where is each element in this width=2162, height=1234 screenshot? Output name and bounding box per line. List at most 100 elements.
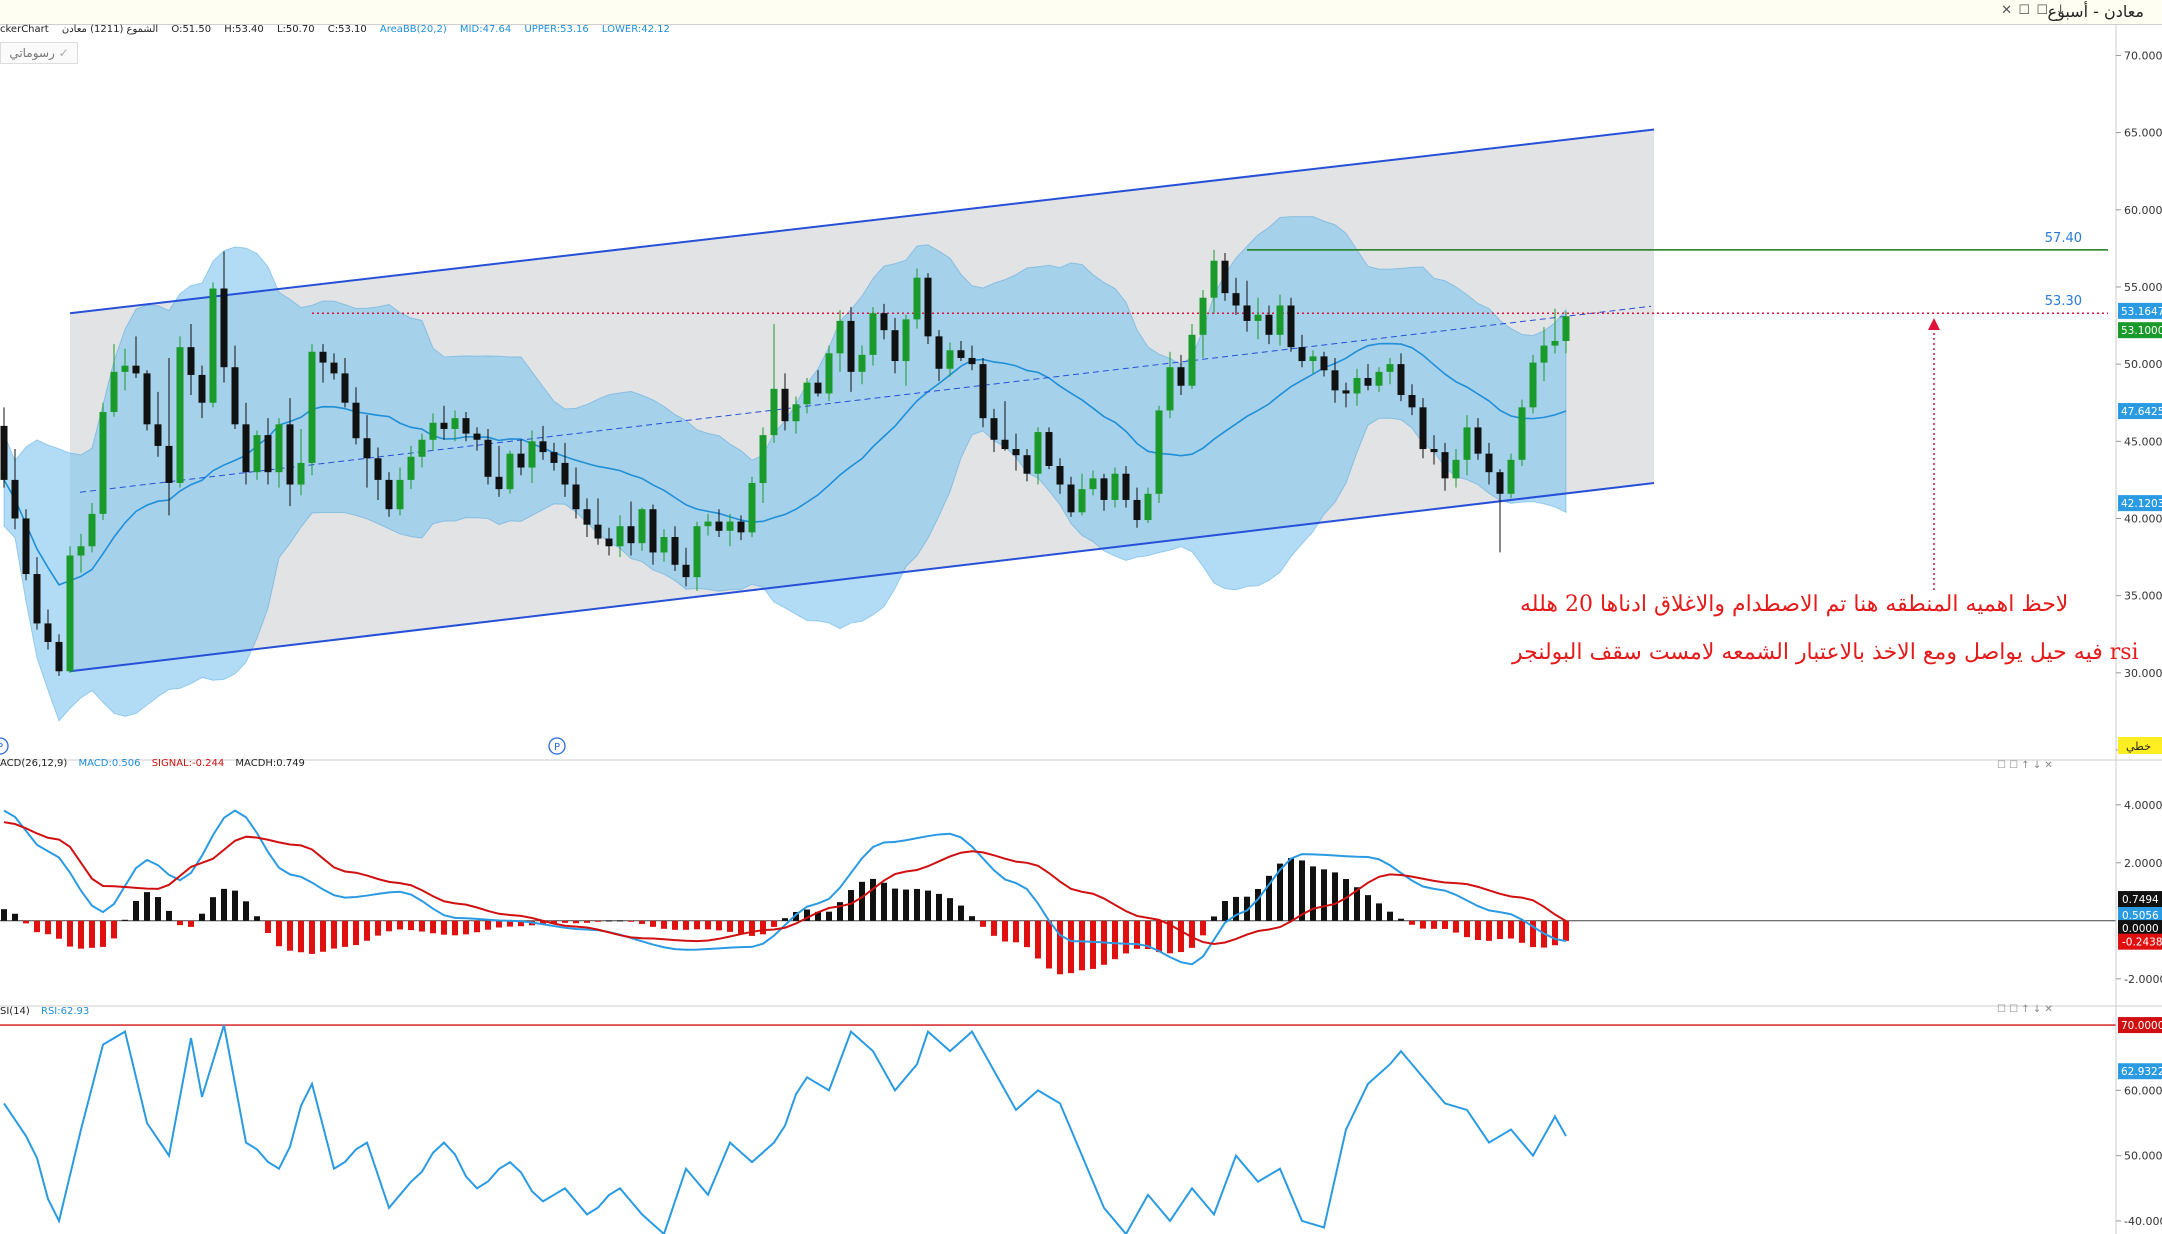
macd-hist-bar [243,901,249,921]
macd-hist-bar [1090,920,1096,969]
macd-hist-bar [133,900,139,921]
macd-hist-bar [1266,875,1272,921]
legend-close: C:53.10 [327,24,367,35]
macd-hist-bar [441,920,447,935]
rsi-badge [2118,1017,2162,1034]
candle-body [99,411,107,514]
candle-body [792,404,800,422]
rsi-legend-value: RSI:62.93 [41,1006,90,1017]
candle-body [1012,449,1020,456]
restore-icon[interactable]: ☐ [2036,3,2048,18]
macd-legend-hist: MACDH:0.749 [235,758,305,769]
candle-body [1034,432,1042,474]
macd-hist-bar [496,920,502,928]
price-badge [2118,403,2162,420]
macd-hist-bar [1123,920,1129,954]
macd-hist-bar [1332,872,1338,921]
macd-hist-bar [925,890,931,921]
mode-badge-label: خطي [2126,740,2151,753]
rsi-tick-label: 60.0000 [2124,1084,2162,1097]
candle-body [0,425,8,480]
candle-body [1067,484,1075,513]
price-tick-label: 40.0000 [2124,512,2162,525]
macd-hist-bar [507,920,513,927]
candle-body [902,319,910,362]
rsi-tick-label: 50.0000 [2124,1150,2162,1163]
candle-body [231,367,239,425]
macd-hist-bar [914,888,920,921]
macd-hist-bar [397,920,403,930]
macd-hist-bar [606,920,612,922]
candle-body [946,350,954,369]
macd-hist-bar [265,920,271,933]
resistance-label: 57.40 [2045,231,2082,246]
candle-body [1078,489,1086,513]
macd-signal-line [3,821,1567,946]
channel-mid-line [79,305,1652,493]
macd-hist-bar [298,920,304,953]
macd-hist-bar [1431,920,1437,929]
macd-badge [2118,907,2162,923]
candle-body [594,524,602,539]
macd-hist-bar [1321,869,1327,921]
candle-body [924,277,932,337]
close-icon[interactable]: ✕ [2001,3,2012,18]
price-tick-label: 35.0000 [2124,590,2162,603]
macd-hist-bar [1178,920,1184,953]
macd-hist-bar [1299,860,1305,921]
candle-body [605,538,613,547]
candle-body [1408,395,1416,408]
macd-hist-bar [1497,920,1503,940]
candle-body [704,521,712,527]
candle-body [1309,356,1317,362]
candle-body [990,418,998,440]
candle-body [11,479,19,519]
minimize-icon[interactable]: ↓ [2055,3,2066,18]
rsi-panel [0,1024,2116,1234]
macd-hist-bar [1508,920,1514,939]
macd-panel-buttons[interactable]: ☐ ☐ ↑ ↓ ✕ [1997,760,2053,771]
candle-body [154,424,162,446]
candle-body [363,438,371,459]
candle-body [759,435,767,483]
macd-hist-bar [342,920,348,947]
candle-body [1210,260,1218,298]
candle-body [1056,466,1064,485]
macd-hist-bar [1035,920,1041,959]
macd-hist-bar [1420,920,1426,929]
candle-body [77,546,85,556]
price-badge-label: 42.1203 [2121,498,2162,510]
macd-hist-bar [276,920,282,947]
maximize-icon[interactable]: ☐ [2018,3,2030,18]
macd-hist-bar [463,920,469,935]
event-marker-label: P [554,742,560,753]
candle-body [1232,293,1240,306]
macd-hist-bar [199,913,205,921]
candle-body [693,526,701,578]
candle-body [770,388,778,436]
bollinger-band-area [3,216,1567,722]
macd-hist-bar [485,920,491,930]
macd-hist-bar [716,920,722,931]
macd-hist-bar [947,898,953,921]
legend-symbol: الشموع (1211) معادن [61,24,159,35]
drawings-button[interactable]: رسوماتي ✓ [0,42,78,64]
candle-body [649,509,657,553]
candle-body [583,509,591,525]
legend-low: L:50.70 [276,24,315,35]
rsi-panel-buttons[interactable]: ☐ ☐ ↑ ↓ ✕ [1997,1004,2053,1015]
macd-badge [2118,933,2162,950]
macd-hist-bar [1288,858,1294,921]
macd-hist-bar [78,920,84,949]
macd-tick-label: 2.0000 [2124,857,2162,870]
macd-hist-bar [1464,920,1470,938]
macd-hist-bar [738,920,744,934]
price-panel: 57.40 53.30 P P [0,128,2108,755]
candle-body [825,353,833,394]
candle-body [1364,378,1372,386]
candle-body [88,513,96,547]
macd-tick-label: -2.0000 [2124,973,2162,986]
macd-hist-bar [309,920,315,954]
price-badge-label: 47.6425 [2121,406,2162,418]
